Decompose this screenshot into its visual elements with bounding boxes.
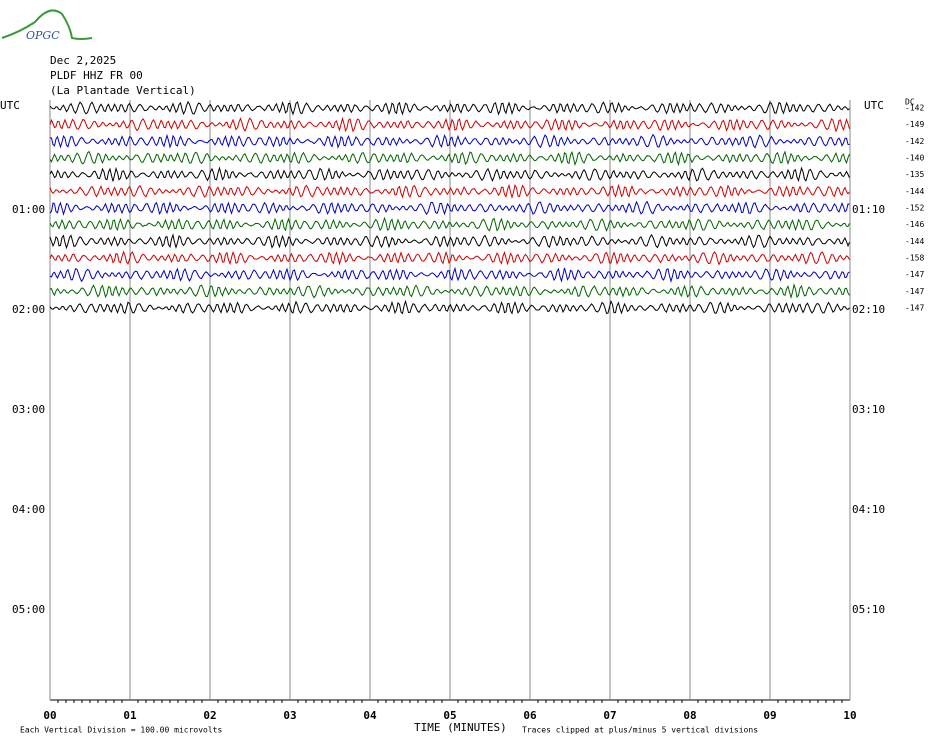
dc-title: DC bbox=[905, 98, 915, 107]
x-axis-title: TIME (MINUTES) bbox=[414, 721, 507, 734]
left-hour-label: 05:00 bbox=[12, 603, 45, 616]
x-tick-label: 08 bbox=[683, 709, 696, 722]
trace bbox=[49, 166, 850, 183]
trace bbox=[49, 183, 850, 199]
trace bbox=[49, 282, 850, 300]
dc-offset: -147 bbox=[905, 270, 924, 279]
trace bbox=[49, 266, 850, 284]
station: PLDF HHZ FR 00 bbox=[50, 69, 143, 82]
dc-offset: -152 bbox=[905, 204, 924, 213]
right-hour-label: 03:10 bbox=[852, 403, 885, 416]
x-tick-label: 01 bbox=[123, 709, 137, 722]
logo-text: OPGC bbox=[26, 29, 60, 42]
clip-note: Traces clipped at plus/minus 5 vertical … bbox=[522, 726, 758, 735]
trace bbox=[49, 250, 850, 266]
x-tick-label: 02 bbox=[203, 709, 216, 722]
dc-offset: -147 bbox=[905, 287, 924, 296]
trace bbox=[49, 116, 850, 133]
trace bbox=[49, 299, 850, 315]
logo: OPGC bbox=[1, 9, 93, 42]
x-tick-label: 00 bbox=[43, 709, 56, 722]
left-hour-label: 04:00 bbox=[12, 503, 45, 516]
x-tick-label: 09 bbox=[763, 709, 776, 722]
trace bbox=[49, 233, 850, 250]
dc-offset: -140 bbox=[905, 154, 924, 163]
left-hour-label: 01:00 bbox=[12, 203, 45, 216]
x-tick-label: 06 bbox=[523, 709, 537, 722]
left-axis-title: UTC bbox=[0, 99, 20, 112]
logo-curve bbox=[1, 9, 93, 40]
date: Dec 2,2025 bbox=[50, 54, 116, 67]
right-hour-label: 04:10 bbox=[852, 503, 885, 516]
dc-offset: -144 bbox=[905, 237, 924, 246]
dc-offset: -142 bbox=[905, 104, 924, 113]
trace bbox=[49, 100, 850, 116]
x-tick-label: 04 bbox=[363, 709, 377, 722]
scale-note: Each Vertical Division = 100.00 microvol… bbox=[20, 726, 222, 735]
x-tick-label: 05 bbox=[443, 709, 456, 722]
right-hour-label: 05:10 bbox=[852, 603, 885, 616]
right-hour-label: 01:10 bbox=[852, 203, 885, 216]
trace bbox=[49, 150, 850, 167]
dc-offset: -149 bbox=[905, 120, 924, 129]
right-hour-label: 02:10 bbox=[852, 303, 885, 316]
x-tick-label: 03 bbox=[283, 709, 296, 722]
x-tick-label: 07 bbox=[603, 709, 616, 722]
left-hour-label: 03:00 bbox=[12, 403, 45, 416]
trace bbox=[49, 216, 850, 232]
dc-offset: -144 bbox=[905, 187, 924, 196]
left-hour-label: 02:00 bbox=[12, 303, 45, 316]
dc-offset: -135 bbox=[905, 170, 924, 179]
dc-offset: -146 bbox=[905, 220, 924, 229]
x-tick-label: 10 bbox=[843, 709, 856, 722]
dc-offset: -147 bbox=[905, 304, 924, 313]
trace bbox=[49, 133, 850, 149]
location: (La Plantade Vertical) bbox=[50, 84, 196, 97]
right-axis-title: UTC bbox=[864, 99, 884, 112]
dc-offset: -158 bbox=[905, 254, 924, 263]
dc-offset: -142 bbox=[905, 137, 924, 146]
trace bbox=[49, 200, 850, 216]
